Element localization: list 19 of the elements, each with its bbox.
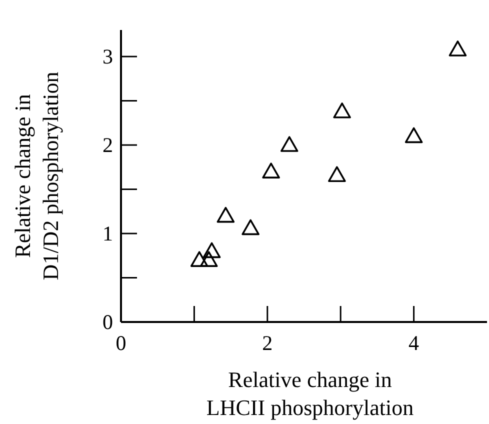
point [242, 219, 260, 236]
point [404, 127, 423, 144]
y-tick-label: 3 [102, 44, 113, 69]
point [328, 166, 346, 182]
point [200, 251, 218, 267]
point [262, 162, 280, 178]
y-axis-title: Relative change in D1/D2 phosphorylation [10, 72, 63, 280]
point [216, 206, 235, 223]
y-tick-label: 2 [102, 133, 113, 158]
point [448, 40, 467, 56]
x-tick-label: 4 [408, 331, 420, 355]
point [280, 136, 298, 152]
x-axis-title: Relative change in LHCII phosphorylation [206, 367, 414, 420]
point [190, 251, 208, 267]
x-tick-label: 2 [262, 331, 273, 355]
y-tick-label: 0 [102, 310, 113, 334]
point [333, 102, 351, 118]
point [202, 242, 221, 258]
y-tick-label: 1 [102, 222, 113, 246]
